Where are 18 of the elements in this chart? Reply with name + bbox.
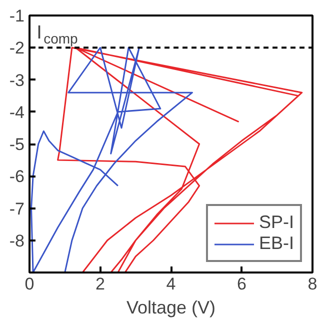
x-tick-label: 8 <box>308 274 318 294</box>
line-series <box>30 46 193 272</box>
y-tick-label: -7 <box>9 199 25 218</box>
x-tick-label: 4 <box>166 274 176 294</box>
y-tick-label: -4 <box>9 102 25 122</box>
x-tick-label: 0 <box>24 274 34 294</box>
legend-label: SP-I <box>258 212 294 233</box>
y-tick-label: -8 <box>9 231 25 250</box>
y-tick-label: -5 <box>9 135 25 154</box>
line-series <box>57 46 303 272</box>
y-tick-label: -1 <box>9 6 25 26</box>
y-tick-label: -2 <box>9 38 25 58</box>
legend-label: EB-I <box>258 233 294 254</box>
y-tick-label: -3 <box>9 70 25 90</box>
x-axis-title: Voltage (V) <box>126 298 216 318</box>
y-tick-label: -6 <box>9 167 25 186</box>
x-tick-label: 2 <box>96 274 105 294</box>
x-tick-label: 6 <box>237 274 246 294</box>
